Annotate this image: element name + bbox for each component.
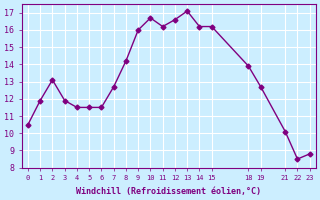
X-axis label: Windchill (Refroidissement éolien,°C): Windchill (Refroidissement éolien,°C) bbox=[76, 187, 261, 196]
